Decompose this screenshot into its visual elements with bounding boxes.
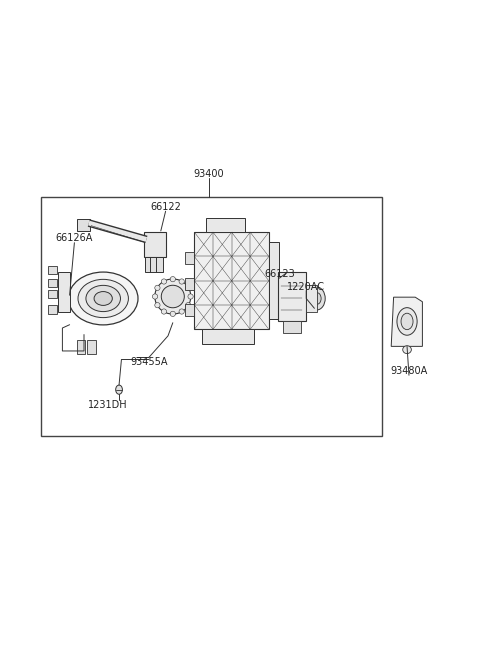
Bar: [48, 290, 57, 298]
Bar: [58, 272, 70, 312]
Bar: [48, 305, 57, 314]
Ellipse shape: [309, 287, 325, 310]
Bar: [41, 197, 382, 436]
Bar: [185, 252, 194, 264]
Ellipse shape: [179, 309, 184, 314]
Text: 93400: 93400: [193, 169, 224, 179]
Text: 66123: 66123: [264, 269, 295, 279]
Bar: [48, 266, 57, 274]
Ellipse shape: [188, 294, 193, 299]
Bar: [48, 279, 57, 287]
Bar: [87, 340, 96, 354]
Ellipse shape: [312, 293, 321, 304]
Ellipse shape: [161, 285, 184, 308]
Bar: [194, 232, 269, 329]
Ellipse shape: [179, 279, 184, 284]
Bar: [202, 329, 254, 344]
Ellipse shape: [94, 291, 112, 306]
Ellipse shape: [186, 302, 191, 308]
Bar: [185, 278, 194, 290]
Ellipse shape: [161, 279, 167, 284]
Ellipse shape: [155, 279, 191, 314]
Bar: [206, 218, 245, 232]
Ellipse shape: [170, 277, 175, 282]
Bar: [144, 232, 166, 257]
Text: 93455A: 93455A: [130, 357, 168, 367]
Ellipse shape: [153, 294, 157, 299]
Ellipse shape: [397, 308, 417, 335]
Ellipse shape: [155, 302, 160, 308]
Ellipse shape: [170, 311, 175, 316]
Ellipse shape: [69, 272, 138, 325]
Bar: [306, 285, 317, 312]
Text: 66122: 66122: [150, 201, 181, 212]
Text: 1231DH: 1231DH: [88, 400, 128, 411]
Ellipse shape: [186, 285, 191, 291]
Ellipse shape: [401, 314, 413, 329]
Bar: [278, 272, 306, 321]
Polygon shape: [391, 297, 422, 346]
Ellipse shape: [86, 285, 120, 312]
Circle shape: [116, 385, 122, 394]
Bar: [185, 304, 194, 316]
Ellipse shape: [161, 309, 167, 314]
Text: 66126A: 66126A: [56, 233, 93, 243]
Text: 1220AC: 1220AC: [287, 281, 325, 292]
Bar: [145, 257, 163, 272]
Ellipse shape: [78, 279, 129, 318]
Ellipse shape: [155, 285, 160, 291]
Bar: [77, 219, 90, 231]
Bar: [269, 242, 279, 319]
Ellipse shape: [403, 346, 411, 354]
Text: 93480A: 93480A: [390, 365, 428, 376]
Bar: [283, 321, 301, 333]
Bar: [77, 340, 85, 354]
